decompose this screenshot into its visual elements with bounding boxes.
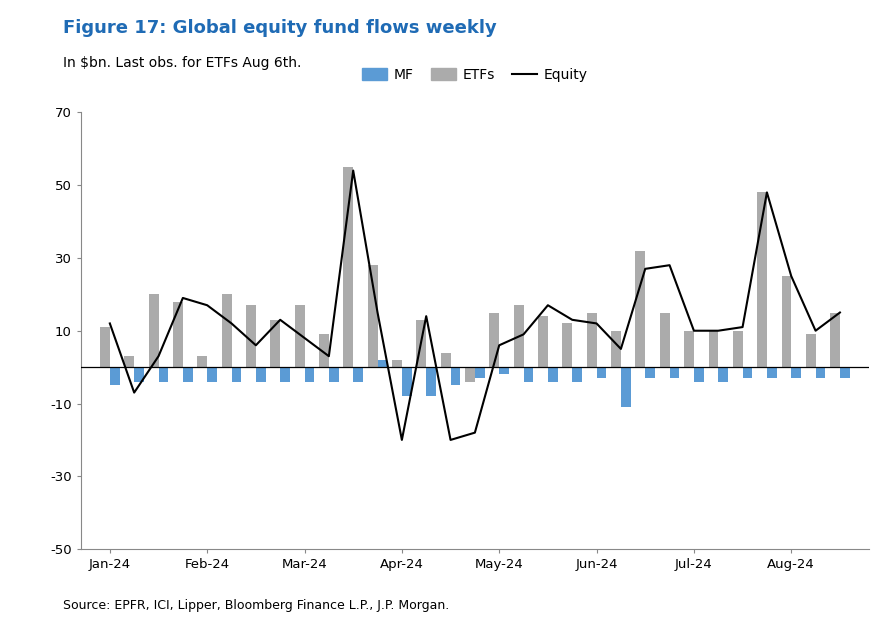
Bar [587, 313, 597, 367]
Bar [173, 301, 183, 367]
Bar [207, 367, 217, 382]
Bar [597, 367, 607, 378]
Bar [134, 367, 144, 382]
Bar [222, 295, 231, 367]
Bar [319, 334, 329, 367]
Bar [271, 319, 280, 367]
Bar [475, 367, 485, 378]
Bar [256, 367, 265, 382]
Bar [538, 316, 547, 367]
Bar [343, 167, 353, 367]
Text: In $bn. Last obs. for ETFs Aug 6th.: In $bn. Last obs. for ETFs Aug 6th. [63, 56, 301, 70]
Text: Figure 17: Global equity fund flows weekly: Figure 17: Global equity fund flows week… [63, 19, 496, 37]
Bar [197, 356, 207, 367]
Bar [377, 360, 387, 367]
Bar [149, 295, 159, 367]
Bar [573, 367, 582, 382]
Bar [767, 367, 777, 378]
Bar [489, 313, 499, 367]
Bar [757, 192, 767, 367]
Bar [806, 334, 815, 367]
Bar [417, 319, 426, 367]
Bar [110, 367, 119, 385]
Text: Source: EPFR, ICI, Lipper, Bloomberg Finance L.P., J.P. Morgan.: Source: EPFR, ICI, Lipper, Bloomberg Fin… [63, 598, 449, 612]
Bar [635, 251, 645, 367]
Bar [611, 331, 621, 367]
Legend: MF, ETFs, Equity: MF, ETFs, Equity [357, 62, 593, 87]
Bar [694, 367, 703, 382]
Bar [392, 360, 402, 367]
Bar [685, 331, 694, 367]
Bar [791, 367, 801, 378]
Bar [329, 367, 339, 382]
Bar [353, 367, 363, 382]
Bar [305, 367, 314, 382]
Bar [523, 367, 533, 382]
Bar [547, 367, 557, 382]
Bar [781, 276, 791, 367]
Bar [183, 367, 193, 382]
Bar [719, 367, 728, 382]
Bar [451, 367, 461, 385]
Bar [743, 367, 753, 378]
Bar [465, 367, 475, 382]
Bar [159, 367, 168, 382]
Bar [563, 323, 573, 367]
Bar [441, 353, 451, 367]
Bar [621, 367, 631, 407]
Bar [367, 265, 377, 367]
Bar [280, 367, 290, 382]
Bar [499, 367, 509, 374]
Bar [659, 313, 669, 367]
Bar [125, 356, 134, 367]
Bar [815, 367, 825, 378]
Bar [733, 331, 743, 367]
Bar [100, 327, 110, 367]
Bar [426, 367, 436, 396]
Bar [231, 367, 241, 382]
Bar [402, 367, 411, 396]
Bar [513, 305, 523, 367]
Bar [669, 367, 679, 378]
Bar [645, 367, 655, 378]
Bar [831, 313, 840, 367]
Bar [709, 331, 719, 367]
Bar [246, 305, 256, 367]
Bar [295, 305, 305, 367]
Bar [840, 367, 849, 378]
